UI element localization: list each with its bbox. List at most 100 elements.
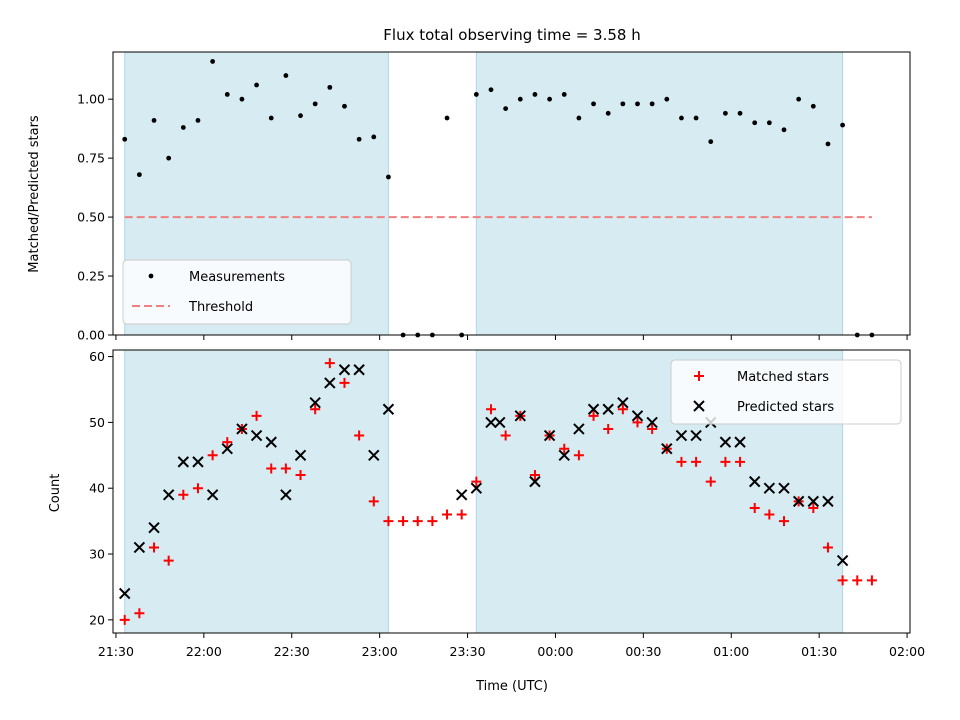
legend-swatch-predicted-stars	[693, 400, 705, 412]
matched-stars-point	[251, 410, 262, 421]
bottom-y-tick-label: 40	[89, 481, 105, 496]
predicted-stars-point	[250, 429, 263, 442]
predicted-stars-point	[119, 587, 131, 600]
predicted-stars-point	[324, 377, 336, 389]
bottom-y-tick-label: 30	[89, 547, 105, 562]
measurements-point	[723, 110, 728, 116]
measurements-point	[561, 92, 567, 97]
measurements-point	[283, 73, 289, 78]
measurements-point	[781, 127, 787, 133]
legend-swatch-measurements	[148, 273, 154, 279]
matched-stars-point	[588, 410, 599, 421]
predicted-stars-point	[836, 554, 849, 567]
measurements-point	[444, 115, 450, 121]
measurements-point	[547, 96, 552, 102]
predicted-stars-point	[529, 475, 541, 488]
predicted-stars-point	[602, 403, 614, 415]
x-tick-label: 01:00	[713, 644, 749, 659]
top-y-tick-label: 0.75	[77, 151, 105, 166]
measurements-point	[708, 139, 714, 145]
predicted-stars-point	[822, 495, 834, 508]
matched-stars-point	[427, 516, 438, 527]
predicted-stars-point	[778, 482, 790, 494]
top-legend: Measurements Threshold	[122, 259, 352, 325]
bottom-legend: Matched stars Predicted stars	[670, 359, 902, 425]
matched-stars-point	[310, 404, 321, 415]
top-y-axis-label: Matched/Predicted stars	[27, 115, 42, 273]
x-tick-label: 23:00	[362, 644, 398, 659]
top-shaded-span-1	[475, 51, 844, 336]
predicted-stars-point	[148, 521, 160, 534]
predicted-stars-point	[294, 449, 307, 462]
predicted-stars-point	[543, 429, 556, 442]
measurements-point	[693, 115, 699, 121]
predicted-stars-point	[368, 449, 380, 462]
predicted-stars-point	[280, 489, 292, 501]
matched-stars-point	[691, 456, 702, 467]
predicted-stars-point	[265, 436, 277, 448]
predicted-stars-point	[734, 436, 746, 448]
measurements-point	[635, 101, 640, 107]
matched-stars-point	[456, 509, 467, 520]
top-axes-frame	[112, 51, 911, 336]
measurements-point	[766, 120, 772, 126]
legend-swatch-matched-stars	[694, 371, 704, 381]
x-tick-label: 23:30	[450, 644, 486, 659]
measurements-point	[825, 141, 831, 147]
matched-stars-point	[837, 575, 848, 586]
matched-stars-point	[178, 489, 189, 500]
legend-label-matched-stars: Matched stars	[737, 370, 829, 385]
matched-stars-point	[559, 443, 570, 454]
predicted-stars-point	[162, 489, 175, 501]
predicted-stars-point	[192, 456, 204, 468]
matched-stars-point	[412, 516, 423, 527]
measurements-point	[239, 96, 245, 102]
matched-stars-point	[500, 430, 511, 441]
matched-stars-point	[603, 423, 614, 434]
predicted-stars-point	[646, 416, 658, 429]
bottom-y-tick-label: 60	[89, 349, 105, 364]
predicted-stars-point	[470, 482, 483, 494]
measurements-point	[752, 120, 758, 126]
matched-stars-point	[119, 614, 130, 625]
matched-stars-point	[471, 476, 482, 487]
top-y-tick-label: 0.00	[77, 328, 105, 343]
measurements-point	[796, 96, 802, 102]
measurements-point	[664, 96, 670, 102]
predicted-stars-point	[514, 410, 526, 422]
matched-stars-point	[368, 496, 379, 507]
bottom-y-tick-label: 50	[89, 415, 105, 430]
x-tick-label: 22:30	[274, 644, 310, 659]
predicted-stars-point	[719, 436, 732, 448]
predicted-stars-point	[631, 410, 644, 422]
matched-stars-point	[442, 509, 453, 520]
matched-stars-point	[529, 470, 540, 481]
bottom-shaded-span-0	[124, 349, 389, 634]
x-tick-label: 02:00	[889, 644, 925, 659]
measurements-point	[151, 117, 157, 123]
predicted-stars-point	[494, 416, 506, 429]
measurements-point	[122, 136, 128, 142]
measurements-point	[342, 103, 347, 109]
measurements-point	[386, 174, 391, 180]
matched-stars-point	[749, 502, 760, 513]
measurements-point	[356, 136, 362, 142]
legend-label-predicted-stars: Predicted stars	[737, 400, 834, 415]
matched-stars-point	[632, 417, 643, 428]
matched-stars-point	[822, 542, 833, 553]
legend-label-measurements: Measurements	[189, 270, 285, 285]
top-y-tick-label: 1.00	[77, 92, 105, 107]
x-tick-label: 01:30	[801, 644, 837, 659]
x-tick-label: 21:30	[98, 644, 134, 659]
measurements-point	[605, 110, 611, 116]
measurements-point	[136, 172, 142, 178]
bottom-axes-frame	[112, 349, 911, 634]
bottom-y-axis-label: Count	[48, 474, 63, 513]
matched-stars-point	[149, 542, 160, 553]
predicted-stars-point	[485, 416, 497, 429]
predicted-stars-point	[763, 482, 776, 494]
matched-stars-point	[207, 450, 218, 461]
matched-stars-point	[735, 456, 746, 467]
predicted-stars-point	[455, 489, 468, 501]
